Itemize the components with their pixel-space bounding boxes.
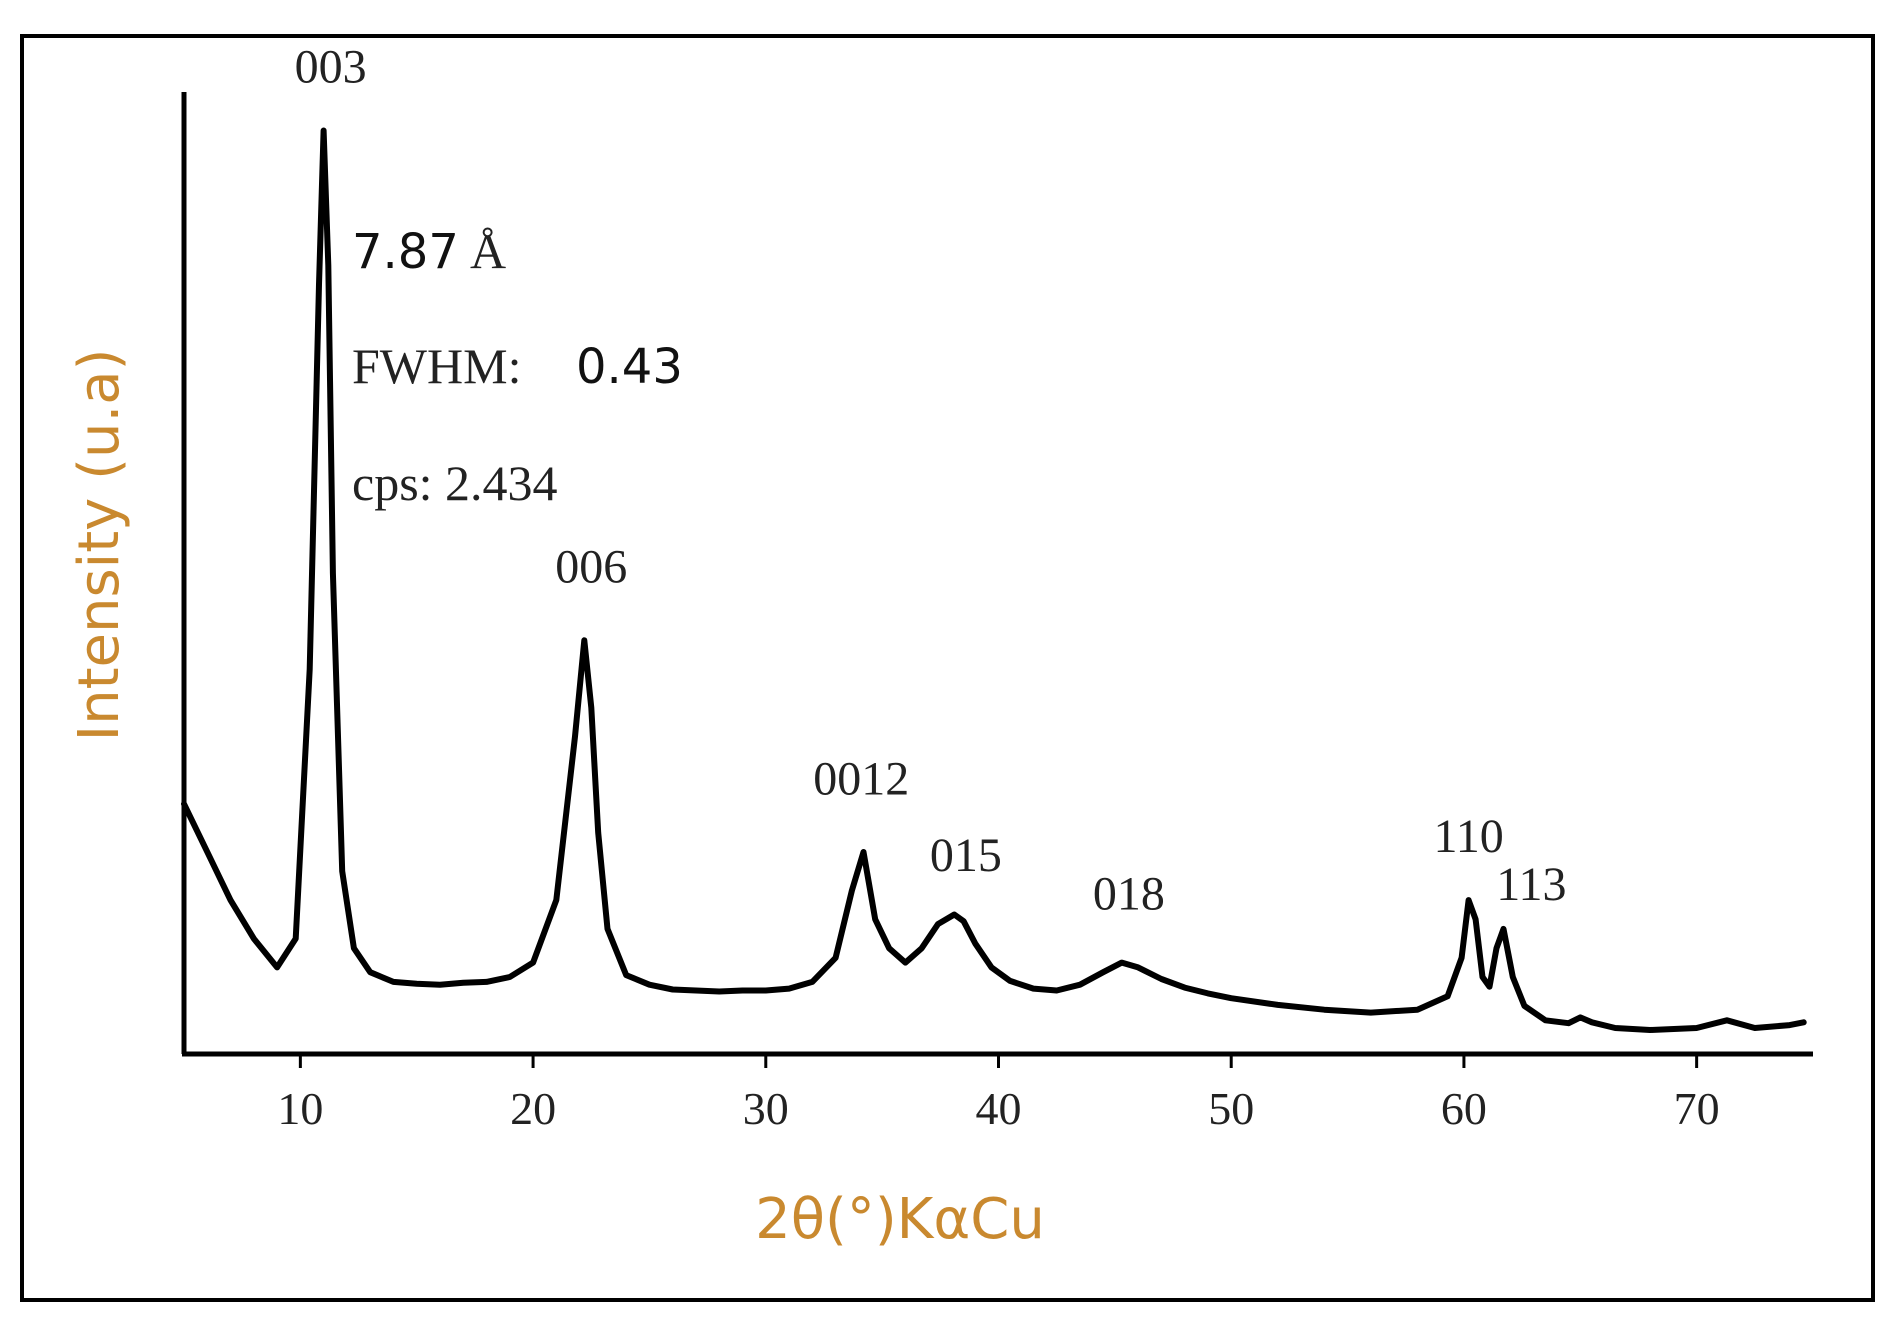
peak-label: 0012 — [813, 752, 909, 805]
peak-label: 006 — [555, 541, 627, 594]
d-spacing-value: 7.87 — [352, 224, 459, 280]
peak-label: 113 — [1496, 858, 1566, 911]
x-tick-label: 10 — [277, 1083, 323, 1134]
x-axis-title: 2θ(°)KαCu — [755, 1187, 1045, 1252]
cps-value: cps: 2.434 — [352, 455, 558, 511]
x-tick-label: 50 — [1208, 1083, 1254, 1134]
peak-label: 110 — [1433, 810, 1503, 863]
series-line — [181, 127, 1807, 1033]
x-tick-labels: 10 20 30 40 50 60 70 — [277, 1083, 1719, 1134]
x-tick-label: 40 — [976, 1083, 1022, 1134]
x-tick-label: 20 — [510, 1083, 556, 1134]
y-axis-title: Intensity (u.a) — [67, 349, 132, 742]
peak-label: 015 — [930, 829, 1002, 882]
peak-label: 018 — [1093, 868, 1165, 921]
fwhm-value: 0.43 — [576, 339, 683, 395]
peak-annotations: 7.87 Å FWHM: 0.43 cps: 2.434 — [352, 223, 683, 511]
x-tick-label: 60 — [1441, 1083, 1487, 1134]
peak-label: 003 — [295, 40, 367, 93]
fwhm-label: FWHM: — [352, 338, 521, 394]
angstrom-unit: Å — [470, 223, 506, 279]
x-tick-label: 30 — [743, 1083, 789, 1134]
x-tick-label: 70 — [1674, 1083, 1720, 1134]
x-ticks — [298, 1054, 1699, 1068]
